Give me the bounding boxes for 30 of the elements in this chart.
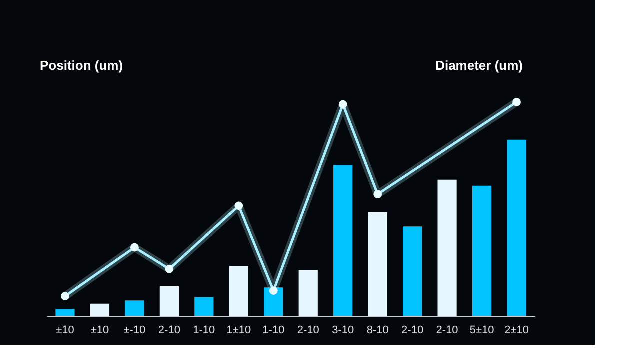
bar (125, 300, 144, 316)
x-tick-label: ±10 (90, 324, 110, 336)
bar (56, 309, 75, 316)
bar (368, 212, 388, 316)
bar (298, 270, 318, 316)
x-tick-label: 1-10 (193, 324, 216, 336)
x-tick-label: 8-10 (366, 324, 389, 336)
x-tick-label: 1±10 (226, 324, 252, 336)
x-tick-label: ±-10 (124, 324, 146, 336)
bar (438, 180, 457, 316)
x-tick-label: 3-10 (332, 324, 354, 336)
x-tick-label: 1-10 (262, 324, 285, 336)
bar (194, 297, 214, 316)
y2-axis-title: Diameter (um) (436, 58, 523, 73)
bar (472, 186, 492, 316)
x-tick-label: 2-10 (436, 324, 458, 336)
x-tick-label: 2-10 (297, 324, 320, 336)
bar (507, 140, 526, 316)
x-tick-label: 2-10 (402, 324, 424, 336)
x-tick-label: 5±10 (470, 324, 494, 336)
bar (229, 266, 248, 316)
y-axis-title: Position (um) (40, 58, 124, 73)
x-tick-label: 2-10 (158, 324, 180, 336)
bar (264, 288, 284, 316)
bar (90, 304, 110, 316)
x-tick-label: ±10 (56, 324, 74, 336)
bar (403, 226, 422, 316)
bar (160, 286, 179, 316)
bar (334, 165, 353, 316)
x-tick-label: 2±10 (504, 324, 529, 336)
